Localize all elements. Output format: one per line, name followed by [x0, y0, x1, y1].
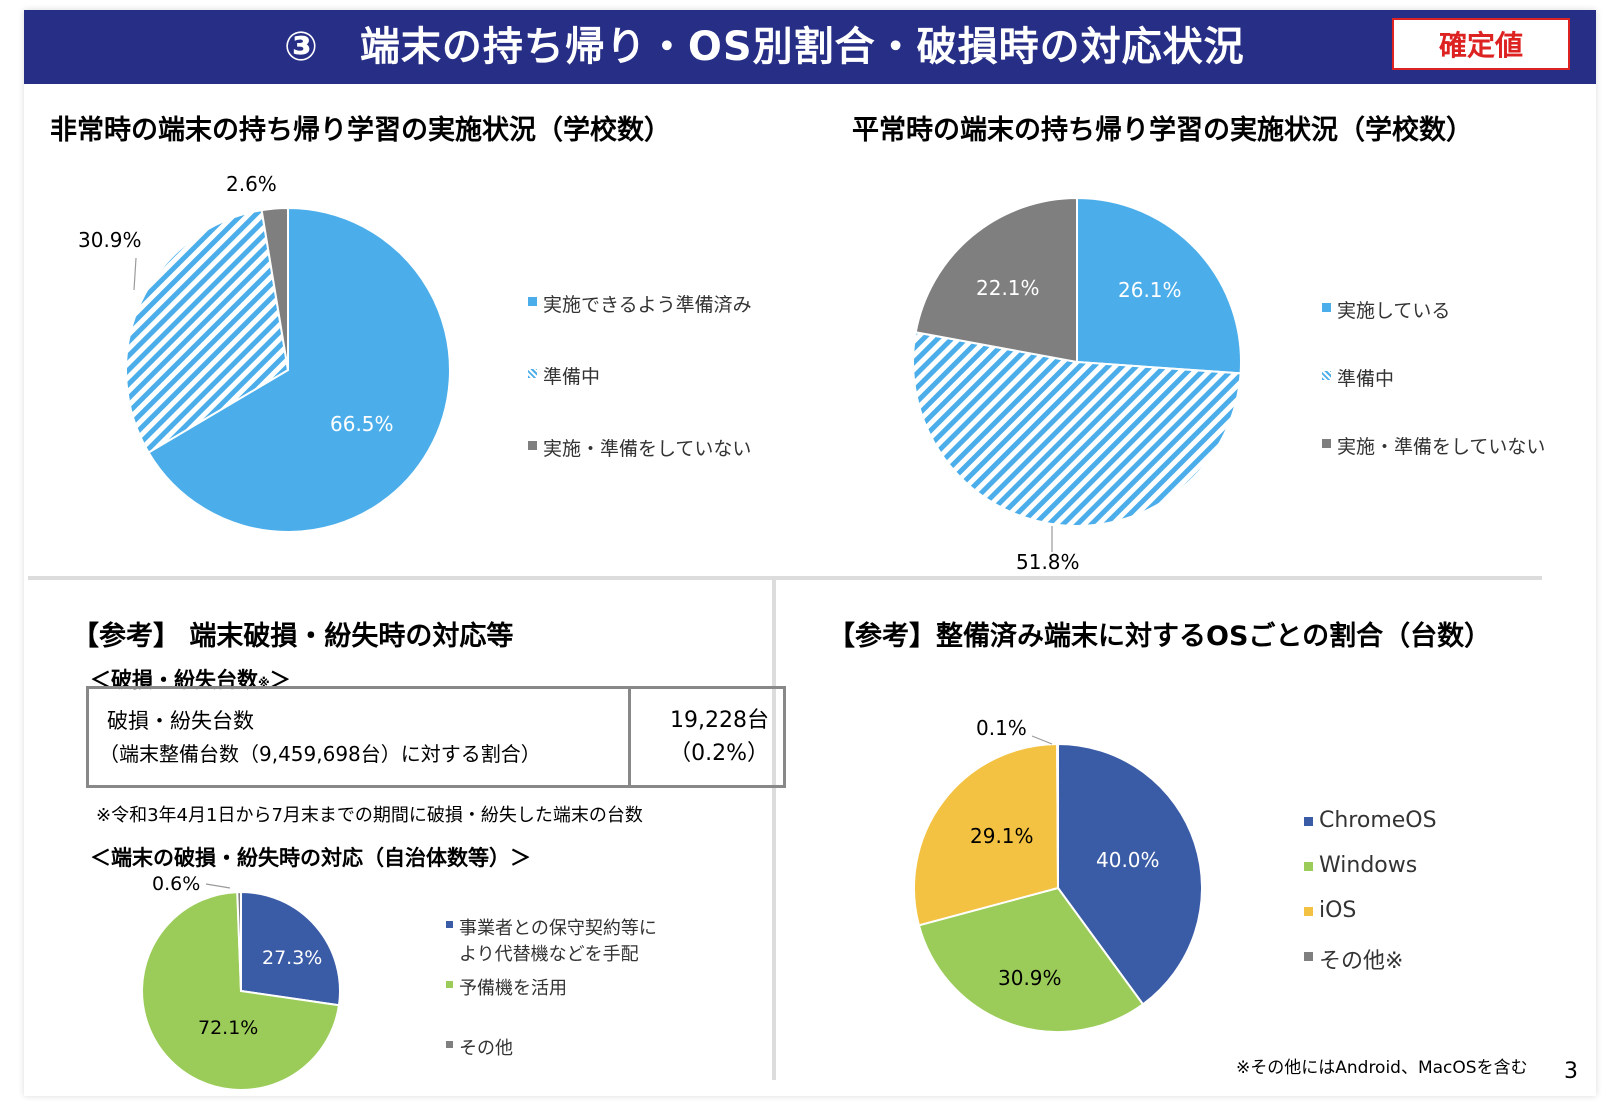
section-divider: [772, 580, 776, 1080]
chart2-slice-0: [1076, 196, 1242, 375]
chart3-legend-item: その他: [446, 1034, 513, 1060]
response-heading: ＜端末の破損・紛失時の対応（自治体数等）＞: [90, 846, 531, 870]
chart1-legend-item: 準備中: [528, 362, 600, 389]
damage-table-value-cell: 19,228台 （0.2%）: [628, 686, 786, 788]
chart2-legend-item: 実施している: [1322, 296, 1450, 323]
chart1-legend-item: 実施できるよう準備済み: [528, 290, 752, 317]
chart4-slice-2: [913, 742, 1060, 927]
chart4-legend-item: iOS: [1304, 898, 1356, 923]
chart1-slice-0: [147, 206, 451, 533]
chart2-legend-item: 実施・準備をしていない: [1322, 432, 1545, 459]
chart1-title: 非常時の端末の持ち帰り学習の実施状況（学校数）: [50, 115, 671, 146]
chart3-slice-2: [236, 890, 242, 992]
chart4-slice-1: [917, 886, 1145, 1033]
chart2-title: 平常時の端末の持ち帰り学習の実施状況（学校数）: [852, 115, 1473, 146]
status-badge: 確定値: [1392, 18, 1570, 70]
chart1-label-0: 66.5%: [330, 412, 394, 436]
chart3-legend-item: 事業者との保守契約等に より代替機などを手配: [446, 914, 657, 966]
leader-line: [133, 257, 137, 291]
chart4-legend-item: ChromeOS: [1304, 808, 1437, 833]
chart2-slice-1: [912, 331, 1242, 527]
chart2-label-1: 51.8%: [1016, 550, 1080, 574]
chart4-label-2: 29.1%: [970, 824, 1034, 848]
chart1-slice-2: [260, 206, 289, 371]
chart3-slice-0: [240, 890, 341, 1007]
os-footnote: ※その他にはAndroid、MacOSを含む: [1236, 1058, 1528, 1078]
chart1-label-2: 2.6%: [226, 172, 277, 196]
chart2-label-2: 22.1%: [976, 276, 1040, 300]
chart4-slice-0: [1057, 742, 1203, 1006]
chart3-label-1: 72.1%: [198, 1017, 259, 1039]
chart3-legend-item: 予備機を活用: [446, 974, 567, 1000]
chart1-legend-item: 実施・準備をしていない: [528, 434, 751, 461]
chart4-label-0: 40.0%: [1096, 848, 1160, 872]
chart2-legend-item: 準備中: [1322, 364, 1394, 391]
damage-heading: 【参考】 端末破損・紛失時の対応等: [72, 621, 514, 652]
chart2-slice-2: [914, 196, 1078, 364]
chart3-label-0: 27.3%: [262, 947, 323, 969]
chart4-slice-3: [1056, 742, 1059, 889]
damage-footnote: ※令和3年4月1日から7月末までの期間に破損・紛失した端末の台数: [96, 805, 643, 826]
chart4-label-1: 30.9%: [998, 966, 1062, 990]
header-banner: ③ 端末の持ち帰り・OS別割合・破損時の対応状況 確定値: [24, 10, 1596, 84]
chart4-title: 【参考】整備済み端末に対するOSごとの割合（台数）: [828, 621, 1492, 652]
page-title: ③ 端末の持ち帰り・OS別割合・破損時の対応状況: [284, 24, 1245, 70]
section-divider: [28, 576, 1542, 580]
chart4-label-3: 0.1%: [976, 716, 1027, 740]
leader-line: [1031, 735, 1053, 745]
chart3-label-2: 0.6%: [152, 873, 201, 895]
leader-line: [205, 883, 231, 889]
chart2-label-0: 26.1%: [1118, 278, 1182, 302]
chart1-label-1: 30.9%: [78, 228, 142, 252]
damage-table: 破損・紛失台数 （端末整備台数（9,459,698台）に対する割合） 19,22…: [86, 686, 786, 788]
chart1-slice-1: [125, 209, 290, 454]
chart4-legend-item: その他※: [1304, 943, 1403, 975]
chart4-legend-item: Windows: [1304, 853, 1417, 878]
damage-table-label-cell: 破損・紛失台数 （端末整備台数（9,459,698台）に対する割合）: [86, 686, 631, 788]
page-number: 3: [1564, 1059, 1578, 1084]
